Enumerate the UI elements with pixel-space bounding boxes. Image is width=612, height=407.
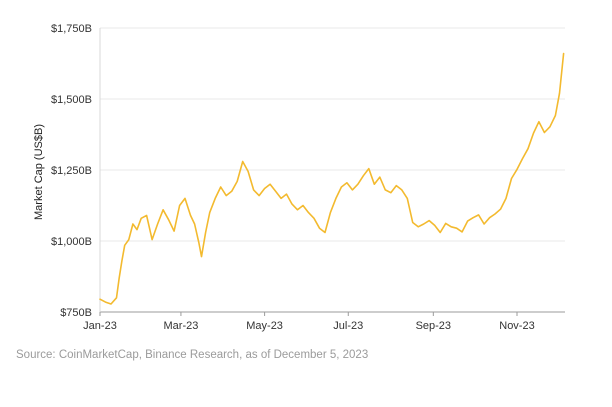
y-tick-label: $1,000B bbox=[51, 236, 92, 248]
y-tick-label: $1,250B bbox=[51, 165, 92, 177]
line-chart-canvas: Market Cap (US$B) $750B $1,000B $1,250B $1,… bbox=[33, 23, 565, 332]
y-tick-label: $750B bbox=[60, 307, 92, 319]
market-cap-line bbox=[99, 52, 565, 305]
y-tick-label: $1,750B bbox=[51, 23, 92, 35]
x-tick-label: Nov-23 bbox=[499, 320, 534, 332]
x-tick-label: May-23 bbox=[246, 320, 283, 332]
source-note: Source: CoinMarketCap, Binance Research,… bbox=[16, 349, 369, 361]
x-tick-label: Jul-23 bbox=[333, 320, 363, 332]
market-cap-chart: Market Cap (US$B) $750B $1,000B $1,250B $1,… bbox=[33, 23, 565, 332]
x-tick-label: Sep-23 bbox=[416, 320, 451, 332]
y-tick-label: $1,500B bbox=[51, 94, 92, 106]
x-tick-label: Mar-23 bbox=[164, 320, 199, 332]
x-tick-label: Jan-23 bbox=[83, 320, 117, 332]
y-axis-title: Market Cap (US$B) bbox=[33, 124, 45, 220]
plot-area: $750B $1,000B $1,250B $1,500B $1,750B Jan-23 M… bbox=[51, 23, 565, 332]
